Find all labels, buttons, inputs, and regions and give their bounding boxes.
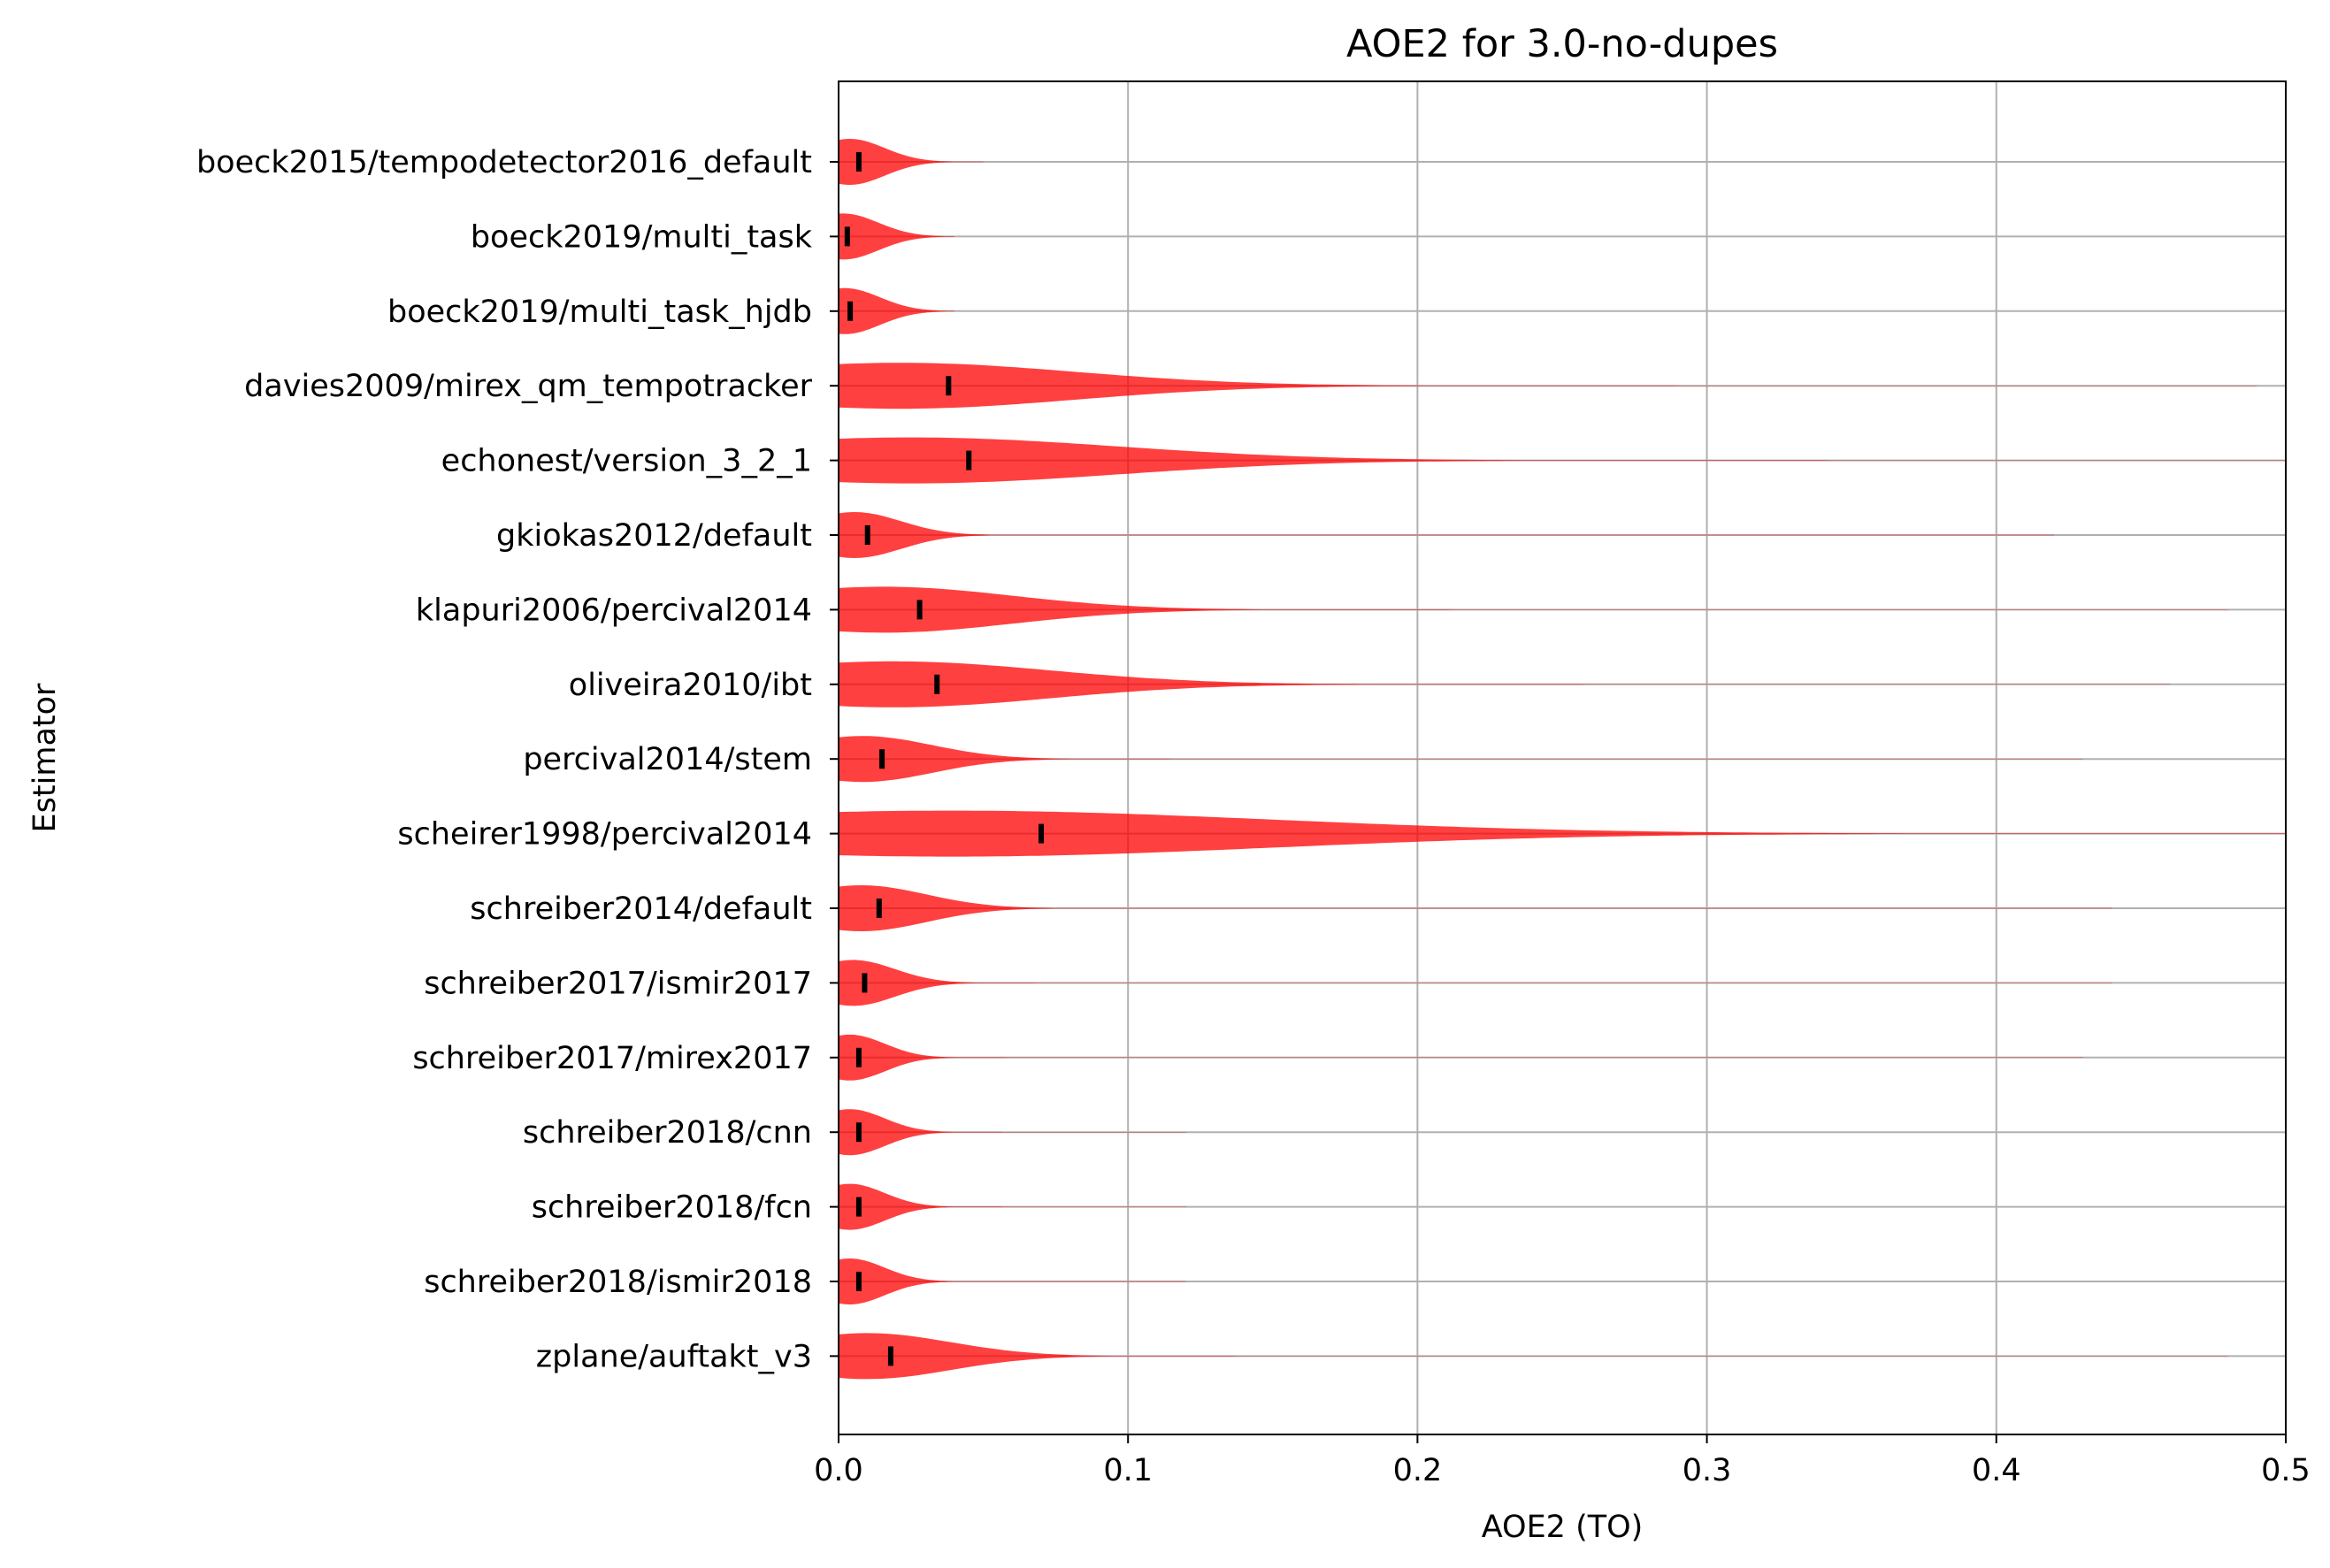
y-tick-label: davies2009/mirex_qm_tempotracker	[244, 369, 812, 404]
y-tick-label: schreiber2014/default	[470, 891, 812, 927]
violin-body	[839, 437, 2286, 484]
violin-body	[839, 1034, 2083, 1081]
violin-body	[839, 287, 954, 334]
y-tick-label: boeck2019/multi_task_hjdb	[387, 294, 812, 330]
violin-body	[839, 1183, 1186, 1230]
violin-body	[839, 810, 2286, 857]
x-axis-label: AOE2 (TO)	[1482, 1510, 1644, 1545]
x-tick-label: 0.2	[1393, 1453, 1443, 1488]
x-tick-label: 0.0	[814, 1453, 863, 1488]
y-tick-label: gkiokas2012/default	[496, 518, 812, 554]
y-tick-label: schreiber2017/ismir2017	[424, 966, 812, 1001]
x-tick-label: 0.1	[1103, 1453, 1153, 1488]
violin-body	[839, 885, 2112, 931]
violin-body	[839, 586, 2228, 633]
x-tick-label: 0.4	[1972, 1453, 2021, 1488]
x-tick-label: 0.3	[1682, 1453, 1732, 1488]
violin-body	[839, 1333, 2228, 1380]
y-tick-label: klapuri2006/percival2014	[416, 593, 812, 628]
violin-body	[839, 1258, 1186, 1304]
y-tick-label: oliveira2010/ibt	[569, 668, 812, 703]
x-axis-ticks: 0.0 0.1 0.2 0.3 0.4 0.5	[814, 1434, 2311, 1488]
y-tick-label: boeck2015/tempodetector2016_default	[196, 145, 812, 180]
violin-body	[839, 363, 2257, 409]
violin-body	[839, 512, 2055, 558]
y-tick-label: schreiber2017/mirex2017	[412, 1041, 812, 1076]
y-tick-label: boeck2019/multi_task	[471, 219, 813, 255]
y-tick-label: scheirer1998/percival2014	[397, 817, 812, 853]
x-tick-label: 0.5	[2261, 1453, 2311, 1488]
y-tick-label: schreiber2018/ismir2018	[424, 1265, 812, 1300]
y-tick-label: percival2014/stem	[523, 742, 812, 777]
violin-body	[839, 1109, 1186, 1156]
violin-layer	[839, 139, 2286, 1380]
violin-body	[839, 213, 954, 260]
y-axis-label: Estimator	[27, 683, 63, 832]
violin-body	[839, 736, 2083, 783]
grid-layer	[838, 81, 2287, 1434]
y-tick-label: schreiber2018/cnn	[523, 1115, 812, 1151]
plot-frame	[838, 80, 2287, 1435]
y-tick-label: echonest/version_3_2_1	[441, 444, 812, 479]
chart-title: AOE2 for 3.0-no-dupes	[1346, 22, 1778, 66]
y-tick-label: zplane/auftakt_v3	[536, 1339, 812, 1374]
y-axis-ticks: boeck2015/tempodetector2016_defaultboeck…	[196, 145, 839, 1374]
violin-body	[839, 661, 2171, 708]
median-layer	[844, 152, 1045, 1366]
violin-body	[839, 139, 984, 185]
y-tick-label: schreiber2018/fcn	[532, 1190, 812, 1226]
violin-body	[839, 960, 2112, 1006]
